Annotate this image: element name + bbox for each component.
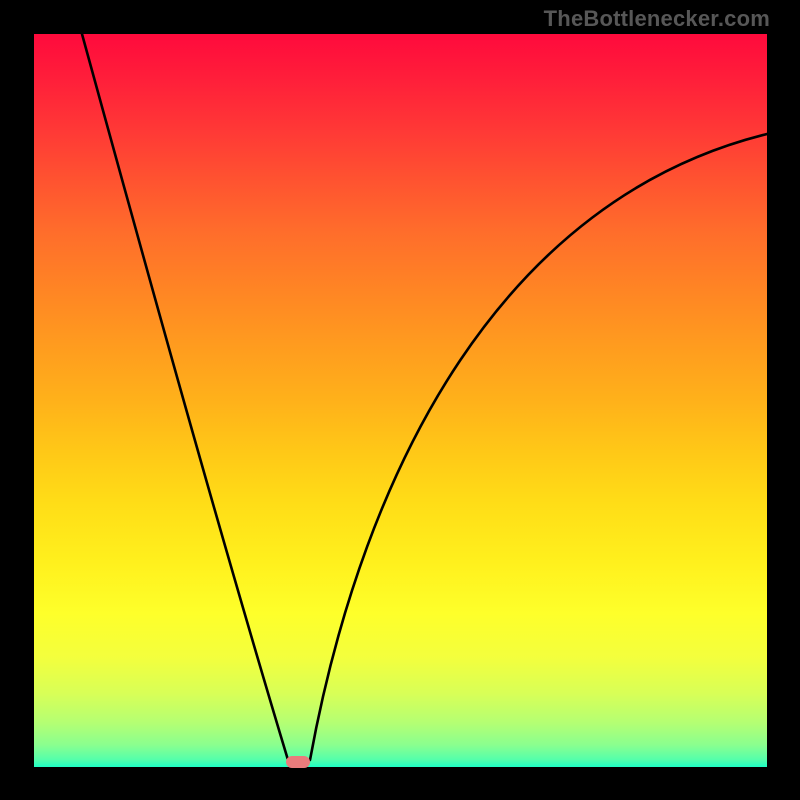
curve-right-branch xyxy=(310,134,767,760)
watermark-text: TheBottlenecker.com xyxy=(544,6,770,32)
plot-area xyxy=(34,34,767,767)
curve-layer xyxy=(34,34,767,767)
curve-left-branch xyxy=(82,34,288,760)
chart-frame: TheBottlenecker.com xyxy=(0,0,800,800)
bottleneck-marker xyxy=(286,756,310,768)
